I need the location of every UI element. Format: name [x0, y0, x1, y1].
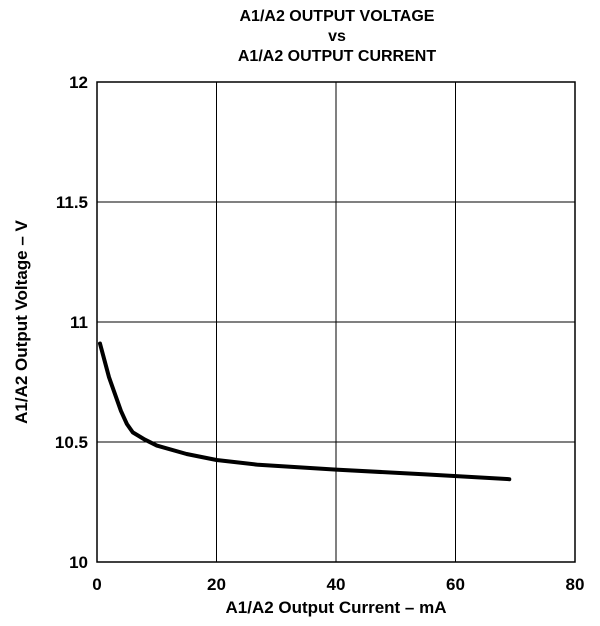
- x-tick-label-1: 20: [207, 575, 226, 594]
- series-line-0: [98, 341, 512, 482]
- x-tick-label-0: 0: [92, 575, 101, 594]
- title-line-1: A1/A2 OUTPUT VOLTAGE: [240, 8, 435, 25]
- y-tick-label-0: 10: [69, 553, 88, 572]
- series: [98, 341, 512, 482]
- x-axis-label: A1/A2 Output Current – mA: [225, 598, 446, 617]
- tick-labels: 0 20 40 60 80 10 10.5 11 11.5 12: [55, 73, 585, 594]
- x-tick-label-4: 80: [566, 575, 585, 594]
- x-tick-label-3: 60: [446, 575, 465, 594]
- y-tick-label-3: 11.5: [56, 193, 88, 212]
- plot-frame: [96, 81, 576, 563]
- y-tick-label-4: 12: [69, 73, 88, 92]
- title-line-3: A1/A2 OUTPUT CURRENT: [238, 48, 436, 65]
- x-tick-label-2: 40: [327, 575, 346, 594]
- y-tick-label-2: 11: [70, 313, 88, 332]
- title-line-2: vs: [328, 28, 346, 45]
- chart-title: A1/A2 OUTPUT VOLTAGE vs A1/A2 OUTPUT CUR…: [238, 8, 436, 65]
- grid: [96, 81, 576, 563]
- y-tick-label-1: 10.5: [55, 433, 88, 452]
- y-axis-label: A1/A2 Output Voltage – V: [12, 219, 31, 423]
